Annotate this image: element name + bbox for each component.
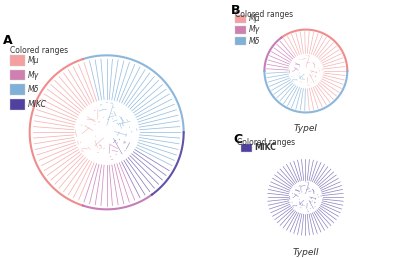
Text: Mδ: Mδ [249, 37, 260, 46]
Text: Mγ: Mγ [249, 26, 260, 35]
FancyBboxPatch shape [235, 26, 246, 34]
Text: Mδ: Mδ [28, 85, 39, 94]
FancyBboxPatch shape [235, 15, 246, 23]
Text: MIKC: MIKC [28, 100, 47, 109]
Text: MIKC: MIKC [254, 143, 276, 152]
Text: TypeI: TypeI [294, 124, 318, 133]
FancyBboxPatch shape [10, 55, 25, 66]
FancyBboxPatch shape [10, 99, 25, 110]
Text: A: A [3, 34, 13, 47]
FancyBboxPatch shape [235, 37, 246, 45]
Text: TypeII: TypeII [292, 248, 319, 257]
Text: Mγ: Mγ [28, 70, 39, 79]
Text: Colored ranges: Colored ranges [10, 46, 68, 55]
Text: Colored ranges: Colored ranges [235, 10, 293, 19]
Text: Mμ: Mμ [249, 14, 260, 23]
FancyBboxPatch shape [241, 144, 252, 152]
Text: Mμ: Mμ [28, 56, 40, 65]
Text: B: B [231, 4, 240, 17]
FancyBboxPatch shape [10, 84, 25, 95]
Text: Colored ranges: Colored ranges [237, 139, 295, 148]
FancyBboxPatch shape [10, 70, 25, 80]
Text: C: C [233, 133, 242, 146]
